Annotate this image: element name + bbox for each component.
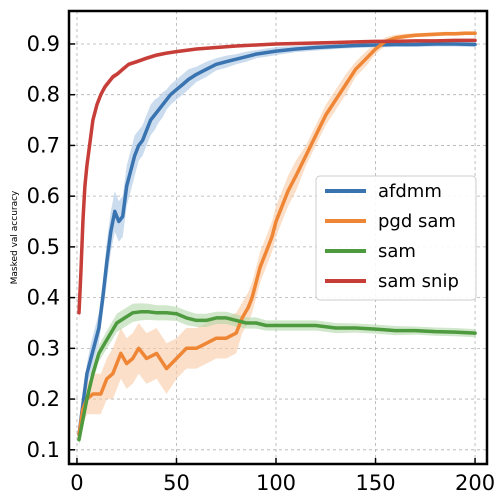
y-tick-label: 0.7 [27, 133, 60, 157]
y-tick-label: 0.9 [27, 32, 60, 56]
x-tick-label: 50 [163, 471, 190, 495]
line-sam-snip [77, 38, 477, 315]
y-tick-labels: 0.1 0.2 0.3 0.4 0.5 0.6 0.7 0.8 0.9 [27, 32, 60, 462]
series-lines [77, 31, 477, 442]
y-tick-label: 0.2 [27, 387, 60, 411]
band-pgd-sam [79, 31, 476, 445]
plot-frame [67, 9, 489, 466]
y-tick-label: 0.5 [27, 235, 60, 259]
y-tick-label: 0.8 [27, 83, 60, 107]
y-tick-label: 0.1 [27, 438, 60, 462]
y-tick-label: 0.4 [27, 286, 60, 310]
x-tick-label: 200 [455, 471, 495, 495]
x-tick-label: 100 [256, 471, 296, 495]
x-tick-label: 0 [70, 471, 83, 495]
x-tick-label: 150 [355, 471, 395, 495]
confidence-bands [79, 31, 476, 445]
legend-label-sam-snip: sam snip [378, 271, 459, 292]
legend: afdmm pgd sam sam sam snip [315, 175, 477, 301]
band-sam [79, 303, 476, 445]
y-tick-label: 0.3 [27, 336, 60, 360]
line-afdmm [77, 42, 477, 437]
legend-label-afdmm: afdmm [378, 181, 442, 202]
line-sam [77, 310, 477, 442]
legend-box [315, 175, 477, 301]
y-tick-label: 0.6 [27, 184, 60, 208]
y-axis-label: Masked val accuracy [10, 190, 20, 284]
axis-ticks [69, 43, 476, 464]
legend-label-pgd-sam: pgd sam [378, 211, 456, 232]
line-pgd-sam [77, 31, 477, 437]
legend-label-sam: sam [378, 241, 416, 262]
x-tick-labels: 0 50 100 150 200 [70, 471, 495, 495]
